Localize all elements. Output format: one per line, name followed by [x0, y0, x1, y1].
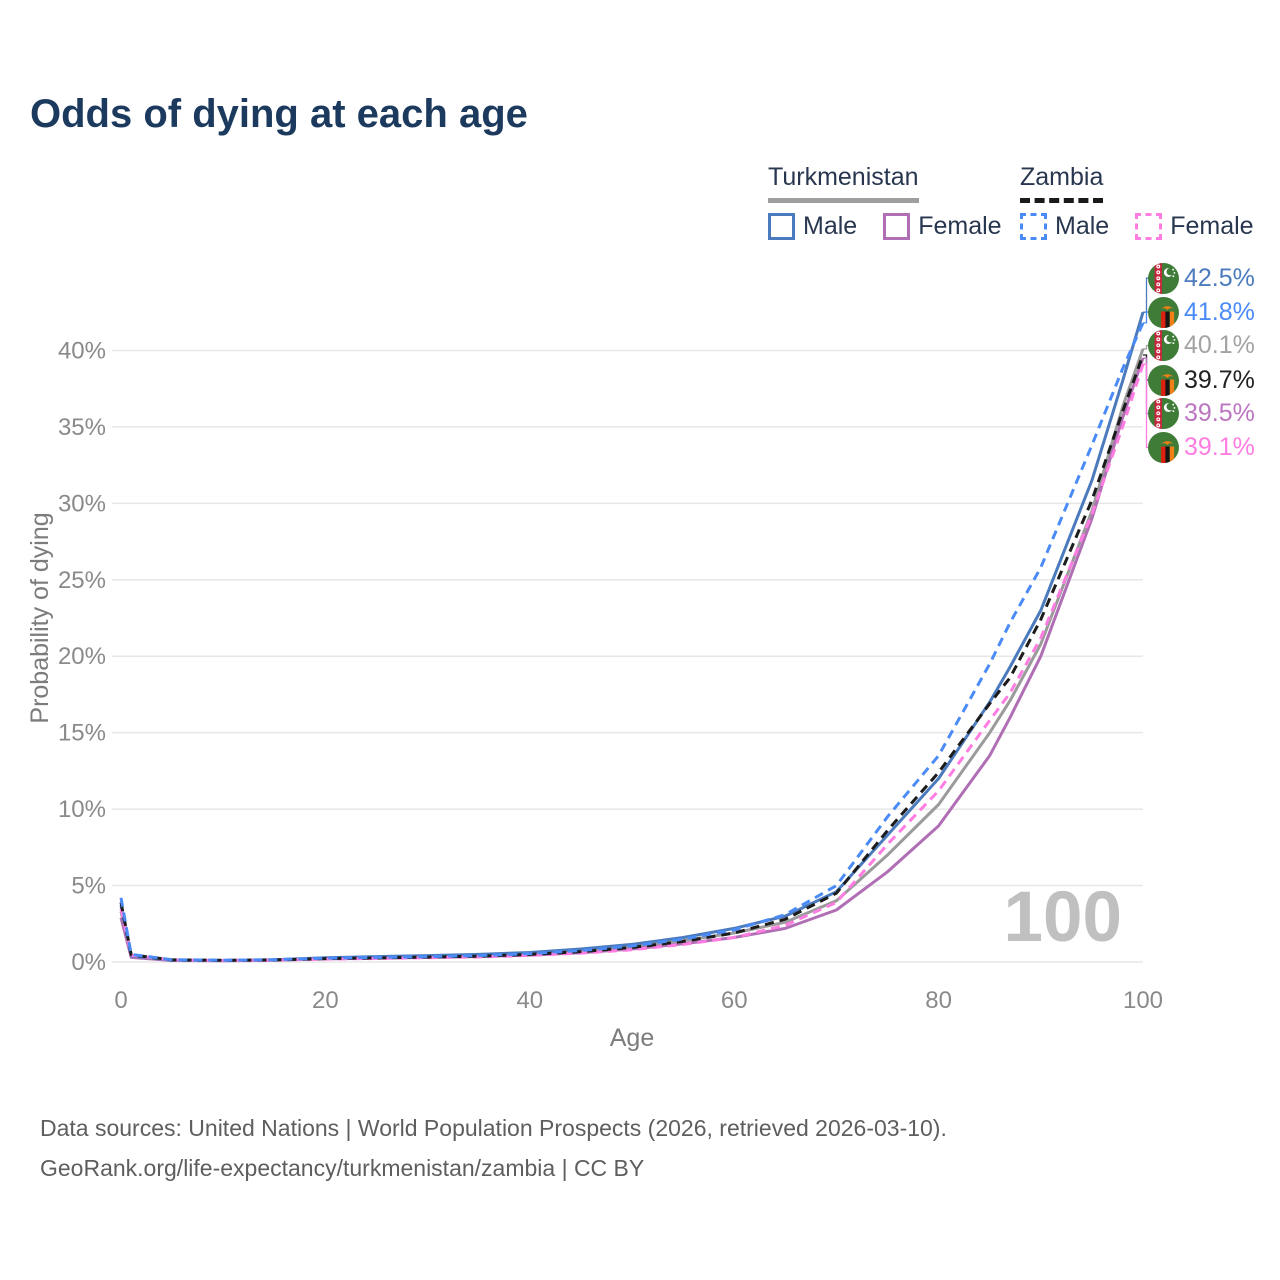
svg-text:0: 0: [114, 987, 127, 1014]
end-label-turkmenistan-all: 40.1%: [1148, 329, 1255, 361]
svg-text:20%: 20%: [58, 643, 106, 670]
series-line-zambia: [119, 354, 1145, 962]
end-label-zambia-female: 39.1%: [1148, 431, 1255, 463]
svg-text:40: 40: [516, 987, 543, 1014]
page-title: Odds of dying at each age: [30, 92, 528, 136]
svg-text:15%: 15%: [58, 720, 106, 747]
end-value: 39.7%: [1184, 365, 1255, 394]
legend-country-turkmenistan[interactable]: Turkmenistan: [768, 163, 919, 203]
legend-swatch-zambia-male[interactable]: [1020, 213, 1047, 240]
end-value: 41.8%: [1184, 297, 1255, 326]
source-line-1: Data sources: United Nations | World Pop…: [40, 1115, 947, 1141]
zambia-flag-icon: [1148, 432, 1179, 463]
svg-text:25%: 25%: [58, 567, 106, 594]
svg-text:35%: 35%: [58, 414, 106, 441]
end-label-zambia-male: 41.8%: [1148, 296, 1255, 328]
legend-label-zambia-male[interactable]: Male: [1055, 212, 1110, 240]
zambia-flag-icon: [1148, 365, 1179, 396]
series-line-turkmenistan-female: [119, 357, 1145, 963]
svg-text:Probability of dying: Probability of dying: [26, 512, 54, 723]
legend-label-zambia-female[interactable]: Female: [1170, 212, 1254, 240]
svg-text:20: 20: [312, 987, 339, 1014]
end-value: 40.1%: [1184, 330, 1255, 359]
legend-group-zambia: Zambia Male Female: [1020, 163, 1272, 241]
svg-text:60: 60: [721, 987, 748, 1014]
series-line-zambia-female: [119, 363, 1145, 962]
data-source-note: Data sources: United Nations | World Pop…: [40, 1108, 947, 1188]
legend-group-turkmenistan: Turkmenistan Male Female: [768, 163, 1020, 241]
legend-label-turkmenistan-male[interactable]: Male: [803, 212, 858, 240]
turkmenistan-flag-icon: [1148, 330, 1179, 361]
svg-text:Age: Age: [610, 1024, 654, 1052]
end-label-turkmenistan-female: 39.5%: [1148, 397, 1255, 429]
end-value: 42.5%: [1184, 263, 1255, 292]
legend-swatch-turkmenistan-female[interactable]: [883, 213, 911, 240]
legend-swatch-zambia-female[interactable]: [1135, 213, 1163, 240]
turkmenistan-flag-icon: [1148, 398, 1179, 429]
legend-label-turkmenistan-female[interactable]: Female: [918, 212, 1002, 240]
series-line-turkmenistan-male: [119, 311, 1145, 962]
turkmenistan-flag-icon: [1148, 263, 1179, 294]
end-value: 39.5%: [1184, 398, 1255, 427]
svg-text:10%: 10%: [58, 796, 106, 823]
legend-swatch-turkmenistan-male[interactable]: [768, 213, 795, 240]
svg-text:5%: 5%: [71, 873, 106, 900]
end-label-turkmenistan-male: 42.5%: [1148, 262, 1255, 294]
svg-text:80: 80: [925, 987, 952, 1014]
legend-country-zambia[interactable]: Zambia: [1020, 163, 1104, 203]
svg-text:40%: 40%: [58, 337, 106, 364]
svg-text:0%: 0%: [71, 949, 106, 976]
source-line-2: GeoRank.org/life-expectancy/turkmenistan…: [40, 1155, 645, 1181]
series-line-zambia-male: [119, 322, 1145, 962]
end-value: 39.1%: [1184, 432, 1255, 461]
svg-text:100: 100: [1123, 987, 1163, 1014]
series-line-turkmenistan: [119, 348, 1145, 963]
end-label-zambia-all: 39.7%: [1148, 364, 1255, 396]
svg-text:100: 100: [1004, 878, 1122, 957]
zambia-flag-icon: [1148, 297, 1179, 328]
svg-text:30%: 30%: [58, 490, 106, 517]
